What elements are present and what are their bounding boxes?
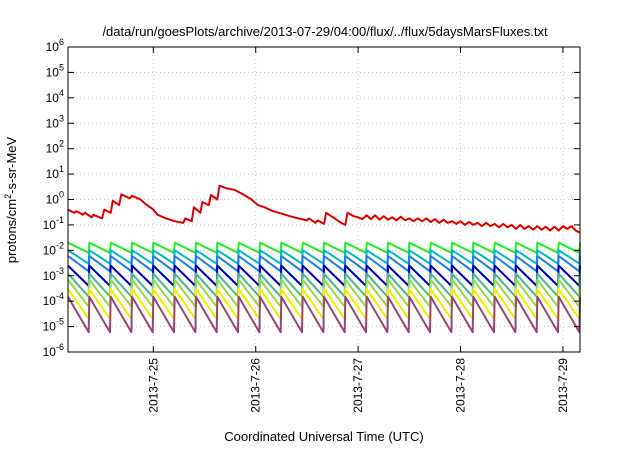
x-tick-label: 2013-7-26: [249, 358, 263, 413]
y-tick-label-exponent: -4: [56, 291, 64, 301]
series-line-2: [67, 241, 581, 254]
series-line-6: [67, 272, 581, 298]
x-tick-label: 2013-7-29: [556, 358, 570, 413]
x-axis-label: Coordinated Universal Time (UTC): [224, 429, 423, 444]
series-line-1: [67, 184, 581, 234]
y-tick-label: 10-3: [43, 266, 64, 283]
y-tick-label: 103: [46, 113, 64, 130]
y-tick-label-base: 10: [46, 40, 60, 54]
y-tick-label-base: 10: [43, 269, 57, 283]
series-line-9: [67, 295, 581, 334]
series-line-3: [67, 249, 581, 265]
y-tick-label: 106: [46, 37, 64, 54]
series-layer: [67, 184, 581, 334]
y-tick-label: 10-1: [43, 215, 64, 232]
y-tick-label: 10-2: [43, 240, 64, 257]
y-tick-label-base: 10: [43, 320, 57, 334]
y-tick-label: 105: [46, 62, 64, 79]
x-axis: 2013-7-25 2013-7-26 2013-7-27 2013-7-28 2013…: [146, 47, 570, 413]
y-axis-label-sup: 2: [3, 194, 13, 199]
chart-title: /data/run/goesPlots/archive/2013-07-29/0…: [102, 24, 548, 39]
y-tick-label-base: 10: [46, 167, 60, 181]
y-tick-label: 101: [46, 164, 64, 181]
y-tick-label-base: 10: [43, 218, 57, 232]
series-line-8: [67, 288, 581, 320]
y-axis-label-rest: -s-sr-MeV: [4, 136, 19, 193]
y-tick-label-base: 10: [46, 65, 60, 79]
y-tick-label-exponent: 2: [59, 139, 64, 149]
y-tick-label: 10-5: [43, 317, 64, 334]
y-tick-label-base: 10: [43, 243, 57, 257]
y-tick-label-base: 10: [46, 116, 60, 130]
y-tick-label-exponent: -2: [56, 240, 64, 250]
y-tick-label-base: 10: [46, 193, 60, 207]
y-tick-label-exponent: 0: [59, 190, 64, 200]
x-tick-label: 2013-7-27: [351, 358, 365, 413]
y-tick-label-base: 10: [46, 142, 60, 156]
series-line-4: [67, 255, 581, 273]
y-axis-label: protons/cm2-s-sr-MeV: [3, 136, 19, 263]
y-tick-label-exponent: -6: [56, 342, 64, 352]
y-tick-label-exponent: 1: [59, 164, 64, 174]
y-tick-label-base: 10: [46, 91, 60, 105]
y-tick-label-exponent: -5: [56, 317, 64, 327]
series-line-7: [67, 278, 581, 308]
y-tick-label-base: 10: [43, 345, 57, 359]
y-tick-label: 10-4: [43, 291, 64, 308]
y-axis-label-main: protons/cm: [4, 199, 19, 263]
y-tick-label-exponent: -1: [56, 215, 64, 225]
y-tick-label-exponent: 5: [59, 62, 64, 72]
y-tick-label-exponent: 4: [59, 88, 64, 98]
y-tick-label: 102: [46, 139, 64, 156]
y-axis: 10-610-510-410-310-210-11001011021031041…: [43, 37, 580, 359]
y-tick-label-exponent: 3: [59, 113, 64, 123]
y-tick-label-exponent: -3: [56, 266, 64, 276]
series-line-5: [67, 264, 581, 287]
x-tick-label: 2013-7-28: [454, 358, 468, 413]
y-tick-label: 104: [46, 88, 64, 105]
y-tick-label: 10-6: [43, 342, 64, 359]
y-tick-label-base: 10: [43, 294, 57, 308]
y-tick-label: 100: [46, 190, 64, 207]
x-tick-label: 2013-7-25: [146, 358, 160, 413]
y-tick-label-exponent: 6: [59, 37, 64, 47]
